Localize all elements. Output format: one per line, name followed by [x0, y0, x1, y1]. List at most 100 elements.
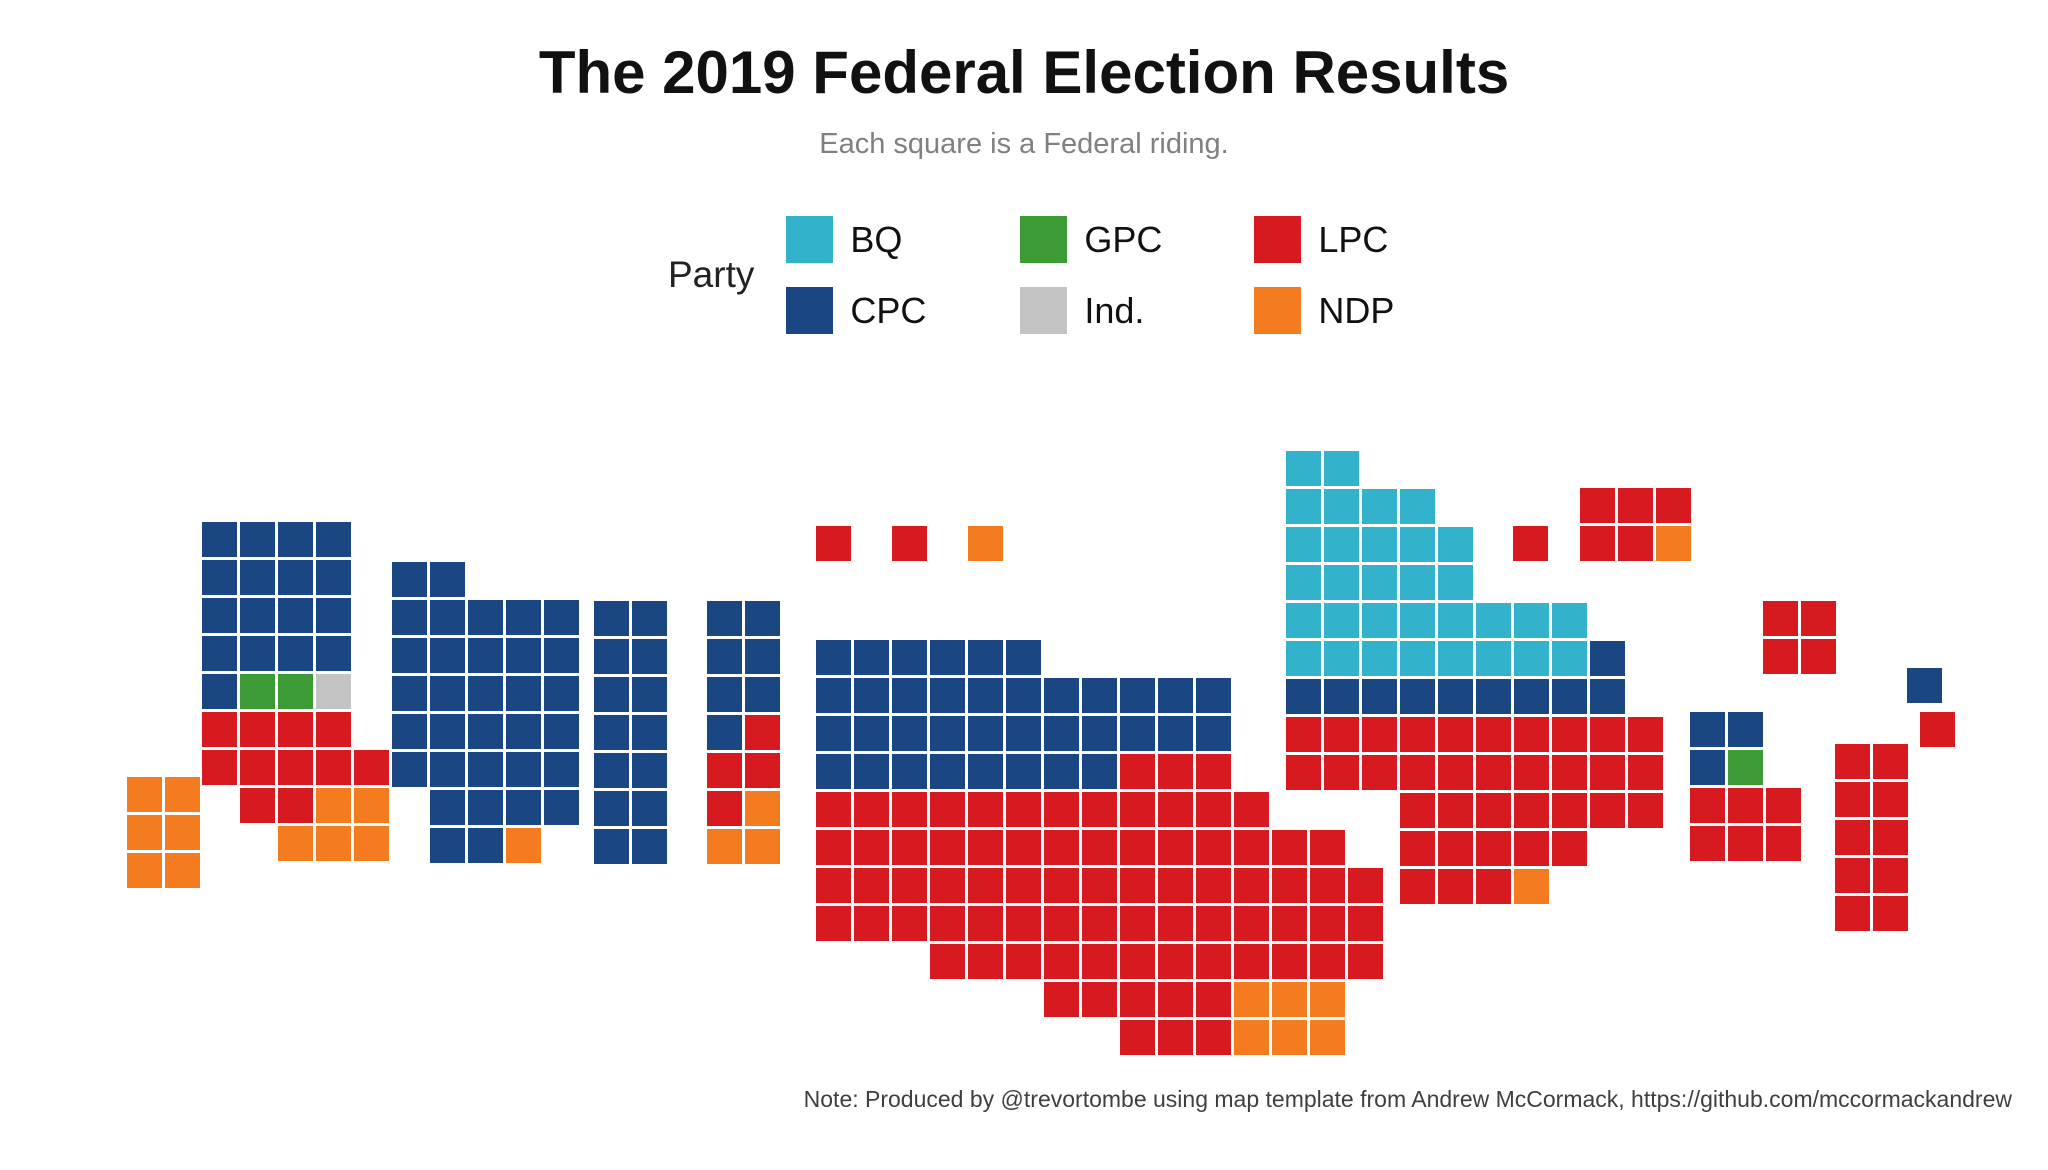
riding-tile: [202, 674, 237, 709]
riding-tile: [1628, 755, 1663, 790]
legend-swatch-ndp: [1254, 287, 1302, 334]
riding-tile: [1082, 944, 1117, 979]
riding-tile: [1286, 489, 1321, 524]
riding-tile: [745, 639, 780, 674]
riding-tile: [1348, 906, 1383, 941]
riding-tile: [930, 868, 965, 903]
riding-tile: [1234, 830, 1269, 865]
riding-tile: [1590, 793, 1625, 828]
riding-tile: [468, 828, 503, 863]
riding-tile: [1476, 679, 1511, 714]
riding-tile: [1196, 754, 1231, 789]
riding-tile: [1196, 906, 1231, 941]
riding-tile: [354, 788, 389, 823]
riding-tile: [632, 639, 667, 674]
riding-tile: [430, 600, 465, 635]
riding-tile: [930, 830, 965, 865]
riding-tile: [316, 636, 351, 671]
riding-tile: [1324, 679, 1359, 714]
riding-tile: [1552, 603, 1587, 638]
riding-tile: [1835, 744, 1870, 779]
riding-tile: [1286, 641, 1321, 676]
riding-tile: [1082, 982, 1117, 1017]
riding-tile: [1006, 830, 1041, 865]
riding-tile: [1690, 788, 1725, 823]
riding-tile: [854, 830, 889, 865]
riding-tile: [1044, 868, 1079, 903]
riding-tile: [1310, 868, 1345, 903]
riding-tile: [430, 714, 465, 749]
riding-tile: [1400, 869, 1435, 904]
riding-tile: [468, 752, 503, 787]
legend-grid: BQ GPC LPC CPC Ind. NDP: [786, 216, 1424, 334]
riding-tile: [278, 712, 313, 747]
riding-tile: [1272, 944, 1307, 979]
riding-tile: [354, 750, 389, 785]
riding-tile: [1324, 451, 1359, 486]
riding-tile: [1628, 717, 1663, 752]
riding-tile: [707, 715, 742, 750]
riding-tile: [707, 829, 742, 864]
riding-tile: [1286, 679, 1321, 714]
riding-tile: [240, 788, 275, 823]
riding-tile: [1234, 868, 1269, 903]
riding-tile: [1873, 782, 1908, 817]
riding-tile: [816, 716, 851, 751]
riding-tile: [1120, 982, 1155, 1017]
riding-tile: [594, 715, 629, 750]
legend-label-gpc: GPC: [1084, 218, 1163, 260]
riding-tile: [1766, 788, 1801, 823]
riding-tile: [1120, 868, 1155, 903]
riding-tile: [278, 522, 313, 557]
riding-tile: [1362, 603, 1397, 638]
riding-tile: [745, 601, 780, 636]
riding-tile: [1120, 830, 1155, 865]
legend-item-cpc: CPC: [786, 287, 956, 334]
riding-tile: [1514, 717, 1549, 752]
riding-tile: [1873, 896, 1908, 931]
riding-tile: [854, 640, 889, 675]
riding-tile: [1158, 868, 1193, 903]
riding-tile: [202, 560, 237, 595]
riding-tile: [1158, 944, 1193, 979]
riding-tile: [127, 777, 162, 812]
riding-tile: [968, 716, 1003, 751]
riding-tile: [165, 777, 200, 812]
riding-tile: [1196, 792, 1231, 827]
riding-tile: [892, 868, 927, 903]
riding-tile: [1348, 944, 1383, 979]
riding-tile: [816, 830, 851, 865]
riding-tile: [1082, 906, 1117, 941]
riding-tile: [1766, 826, 1801, 861]
riding-tile: [1476, 641, 1511, 676]
legend-item-bq: BQ: [786, 216, 956, 263]
riding-tile: [1286, 527, 1321, 562]
riding-tile: [816, 906, 851, 941]
riding-tile: [1272, 906, 1307, 941]
legend-label-ind: Ind.: [1084, 289, 1145, 331]
riding-tile: [1920, 712, 1955, 747]
legend-title: Party: [668, 254, 755, 295]
riding-tile: [278, 750, 313, 785]
riding-tile: [1324, 603, 1359, 638]
riding-tile: [1690, 750, 1725, 785]
chart-subtitle: Each square is a Federal riding.: [819, 128, 1229, 160]
riding-tile: [1590, 717, 1625, 752]
riding-tile: [1044, 944, 1079, 979]
riding-tile: [127, 853, 162, 888]
riding-tile: [1044, 830, 1079, 865]
riding-tile: [506, 828, 541, 863]
riding-tile: [468, 600, 503, 635]
riding-tile: [707, 639, 742, 674]
riding-tile: [240, 598, 275, 633]
riding-tile: [544, 600, 579, 635]
riding-tile: [1400, 831, 1435, 866]
legend-swatch-bq: [786, 216, 834, 263]
legend-item-gpc: GPC: [1020, 216, 1190, 263]
riding-tile: [316, 674, 351, 709]
riding-tile: [1310, 906, 1345, 941]
riding-tile: [1438, 755, 1473, 790]
riding-tile: [1286, 565, 1321, 600]
riding-tile: [202, 636, 237, 671]
riding-tile: [1801, 601, 1836, 636]
